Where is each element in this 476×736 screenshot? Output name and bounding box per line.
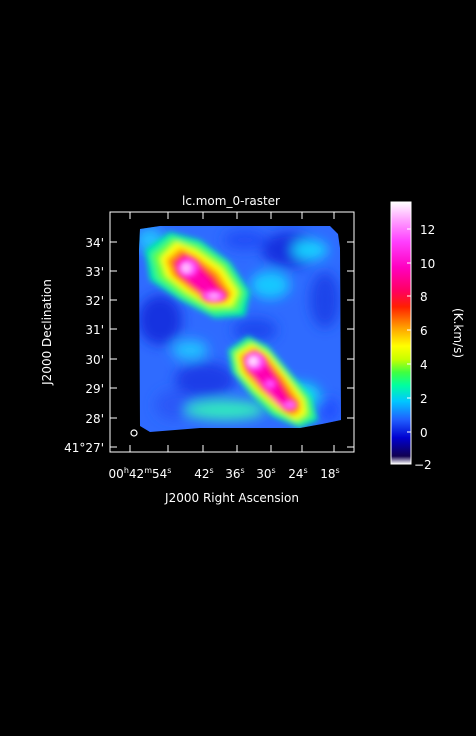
x-tick-label: 18s: [320, 466, 339, 481]
y-tick-label: 32': [85, 294, 104, 308]
y-axis-title: J2000 Declination: [40, 279, 54, 386]
x-tick-label: 36s: [225, 466, 244, 481]
colorbar-tick-label: 6: [420, 324, 428, 338]
x-tick-label: 30s: [256, 466, 275, 481]
colorbar-tick-label: −2: [414, 458, 432, 472]
y-tick-label: 31': [85, 323, 104, 337]
y-tick-label: 34': [85, 236, 104, 250]
colorbar-tick-label: 8: [420, 290, 428, 304]
intensity-raster: [139, 226, 341, 432]
beam-marker: [130, 429, 138, 437]
x-tick-label: 42s: [194, 466, 213, 481]
colorbar-tick-label: 10: [420, 257, 435, 271]
colorbar: 12 10 8 6 4 2 0 −2 (K.km/s): [390, 201, 465, 472]
x-tick-label: 24s: [288, 466, 307, 481]
colorbar-gradient: [391, 202, 411, 464]
x-tick-label: 00h42m54s: [109, 466, 172, 481]
y-tick-label: 33': [85, 265, 104, 279]
y-tick-label: 29': [85, 382, 104, 396]
y-tick-label: 30': [85, 353, 104, 367]
colorbar-tick-label: 0: [420, 426, 428, 440]
y-tick-label: 41°27': [64, 441, 104, 455]
colorbar-tick-label: 4: [420, 358, 428, 372]
plot-frame: [109, 211, 355, 453]
map-title: lc.mom_0-raster: [182, 194, 280, 208]
colorbar-unit-label: (K.km/s): [451, 308, 465, 358]
x-axis-ticks: [129, 212, 335, 452]
colorbar-tick-label: 2: [420, 392, 428, 406]
y-axis-ticks: [110, 241, 354, 448]
colorbar-tick-label: 12: [420, 223, 435, 237]
x-axis-title: J2000 Right Ascension: [164, 491, 299, 505]
y-tick-label: 28': [85, 412, 104, 426]
